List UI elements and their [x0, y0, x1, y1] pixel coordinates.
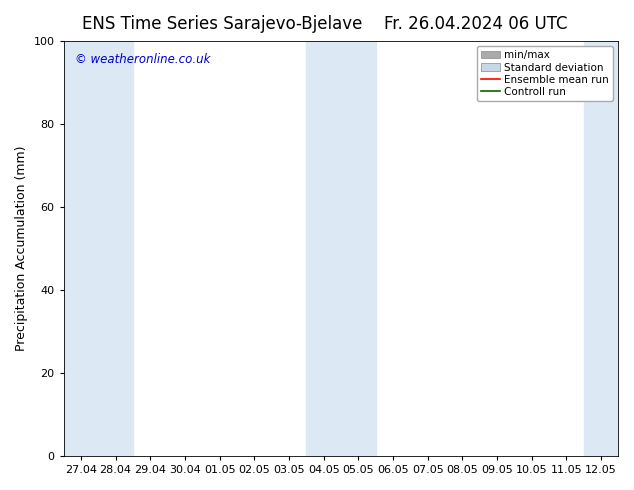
Bar — [584, 41, 619, 456]
Legend: min/max, Standard deviation, Ensemble mean run, Controll run: min/max, Standard deviation, Ensemble me… — [477, 46, 613, 101]
Text: © weatheronline.co.uk: © weatheronline.co.uk — [75, 53, 210, 67]
Text: Fr. 26.04.2024 06 UTC: Fr. 26.04.2024 06 UTC — [384, 15, 567, 33]
Text: ENS Time Series Sarajevo-Bjelave: ENS Time Series Sarajevo-Bjelave — [82, 15, 362, 33]
Bar — [63, 41, 133, 456]
Bar — [306, 41, 376, 456]
Y-axis label: Precipitation Accumulation (mm): Precipitation Accumulation (mm) — [15, 146, 28, 351]
